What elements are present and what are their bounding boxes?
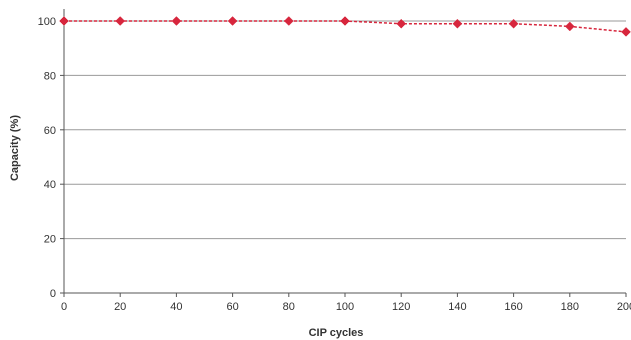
series-layer	[59, 16, 631, 37]
data-point-180	[564, 21, 575, 32]
x-tick-label-180: 180	[561, 301, 579, 313]
data-point-60	[227, 16, 238, 26]
x-tick-label-200: 200	[617, 301, 631, 313]
data-point-200	[621, 27, 631, 37]
y-tick-label-20: 20	[44, 234, 56, 246]
data-point-40	[171, 16, 182, 26]
x-tick-label-160: 160	[504, 301, 522, 313]
data-point-0	[59, 16, 69, 26]
axes	[60, 9, 627, 297]
x-tick-label-140: 140	[448, 301, 466, 313]
grid-lines	[64, 20, 626, 240]
x-tick-label-60: 60	[226, 301, 238, 313]
tick-labels: 0 20 40 60 80 100 0 20 40 60 80 100 120 140 160 180 200	[38, 16, 631, 313]
x-tick-label-40: 40	[170, 301, 182, 313]
x-tick-label-80: 80	[283, 301, 295, 313]
y-tick-label-100: 100	[38, 16, 56, 28]
x-tick-label-20: 20	[114, 301, 126, 313]
x-tick-label-0: 0	[61, 301, 67, 313]
x-tick-label-100: 100	[336, 301, 354, 313]
data-point-120	[396, 18, 407, 29]
x-tick-label-120: 120	[392, 301, 410, 313]
data-point-160	[508, 18, 519, 29]
data-point-140	[452, 18, 463, 29]
data-point-100	[340, 16, 350, 26]
data-point-20	[115, 16, 126, 26]
x-axis-label: CIP cycles	[309, 327, 364, 339]
y-tick-label-80: 80	[44, 70, 56, 82]
data-point-80	[283, 16, 294, 26]
y-tick-label-60: 60	[44, 125, 56, 137]
y-tick-label-40: 40	[44, 179, 56, 191]
y-tick-label-0: 0	[50, 288, 56, 300]
y-axis-label: Capacity (%)	[9, 115, 21, 181]
